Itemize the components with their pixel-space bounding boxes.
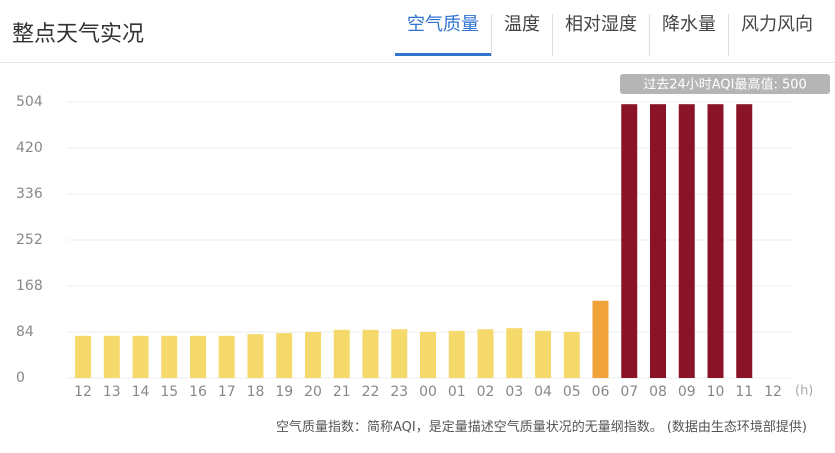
bar: [448, 330, 465, 378]
bar: [506, 328, 523, 378]
y-tick-label: 504: [16, 94, 43, 110]
bar: [132, 335, 149, 378]
bar: [103, 335, 120, 378]
bar: [391, 329, 408, 378]
bar: [678, 104, 695, 378]
x-tick-label: 22: [362, 384, 380, 400]
tab[interactable]: 温度: [491, 14, 552, 56]
bar: [736, 104, 753, 378]
x-tick-label: 11: [735, 384, 753, 400]
x-tick-label: 18: [247, 384, 265, 400]
x-tick-label: 02: [477, 384, 495, 400]
x-tick-label: 01: [448, 384, 466, 400]
x-tick-label: 12: [74, 384, 92, 400]
x-axis-label: (h): [795, 384, 813, 399]
bar: [218, 335, 235, 378]
x-tick-label: 06: [592, 384, 610, 400]
tab[interactable]: 降水量: [649, 14, 728, 56]
x-tick-label: 08: [649, 384, 667, 400]
bar: [621, 104, 638, 378]
x-tick-label: 04: [534, 384, 552, 400]
x-tick-label: 14: [132, 384, 150, 400]
tab-bar: 空气质量 温度 相对湿度 降水量 风力风向: [395, 14, 825, 56]
x-tick-label: 16: [189, 384, 207, 400]
separator: [0, 62, 835, 63]
annotation: 过去24小时AQI最高值: 500: [643, 77, 807, 93]
x-tick-label: 23: [390, 384, 408, 400]
y-tick-label: 252: [16, 232, 43, 248]
y-tick-label: 84: [16, 324, 34, 340]
x-tick-label: 15: [160, 384, 178, 400]
bar: [592, 300, 609, 378]
page-title: 整点天气实况: [12, 22, 145, 47]
bar: [535, 330, 551, 378]
footnote: 空气质量指数：简称AQI，是定量描述空气质量状况的无量纲指数。 (数据由生态环境…: [275, 420, 807, 435]
bar: [362, 329, 379, 378]
x-tick-label: 13: [103, 384, 121, 400]
bar: [650, 104, 666, 378]
bar: [247, 334, 264, 378]
bar: [420, 332, 436, 378]
y-tick-label: 0: [16, 370, 25, 386]
tab[interactable]: 相对湿度: [552, 14, 649, 56]
bar: [707, 104, 724, 378]
x-tick-label: 05: [563, 384, 581, 400]
bar: [305, 332, 321, 378]
annotation-badge: [620, 74, 830, 94]
x-tick-label: 03: [505, 384, 523, 400]
y-tick-label: 336: [16, 186, 43, 202]
x-tick-label: 00: [419, 384, 437, 400]
y-tick-label: 168: [16, 278, 43, 294]
x-tick-label: 21: [333, 384, 351, 400]
x-tick-label: 09: [678, 384, 696, 400]
bar: [190, 335, 206, 378]
x-tick-label: 12: [764, 384, 782, 400]
bar: [477, 329, 494, 378]
y-tick-label: 420: [16, 140, 43, 156]
x-tick-label: 20: [304, 384, 322, 400]
bar: [75, 335, 91, 378]
bar: [276, 333, 293, 378]
x-tick-label: 17: [218, 384, 236, 400]
x-tick-label: 19: [275, 384, 293, 400]
tab[interactable]: 风力风向: [728, 14, 825, 56]
bar: [563, 332, 580, 378]
x-tick-label: 07: [620, 384, 638, 400]
bar: [333, 329, 350, 378]
x-tick-label: 10: [707, 384, 725, 400]
tab[interactable]: 空气质量: [395, 14, 491, 56]
bar: [161, 335, 178, 378]
